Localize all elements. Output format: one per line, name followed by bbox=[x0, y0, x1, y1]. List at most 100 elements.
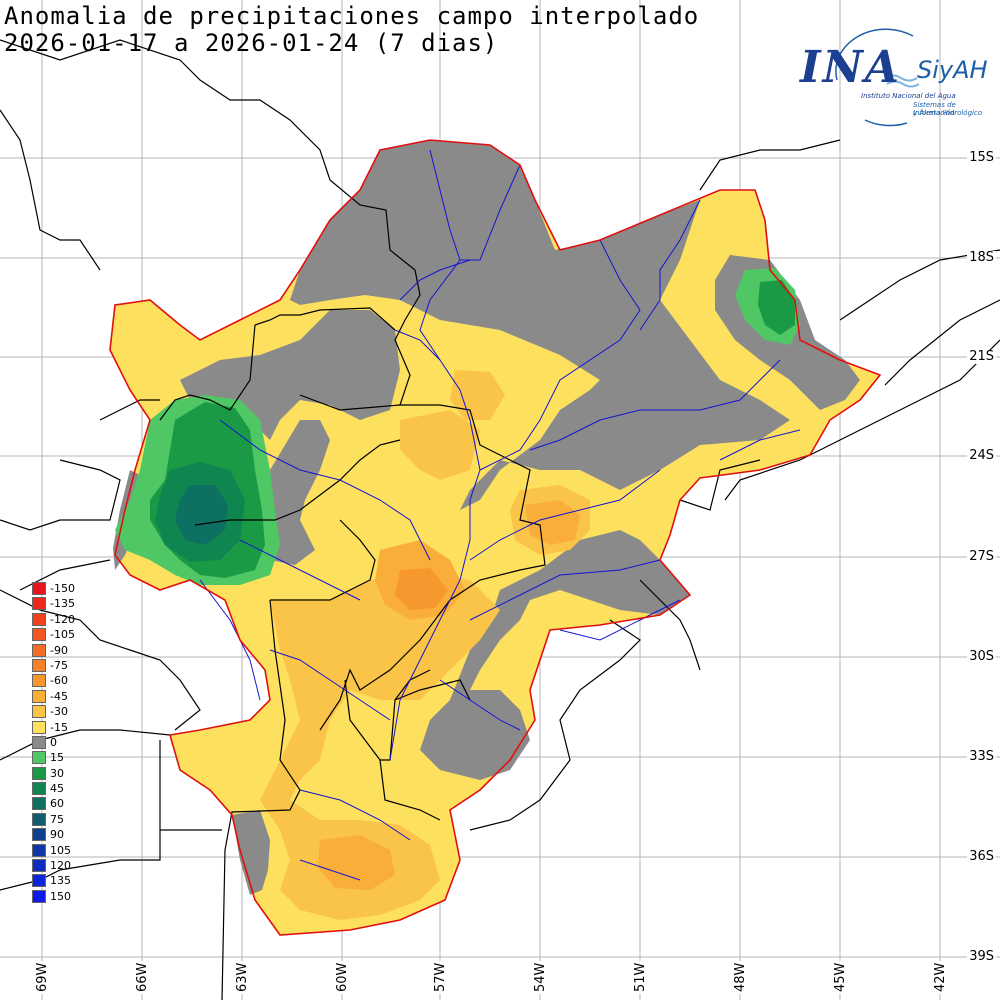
river-line bbox=[439, 679, 521, 731]
legend-swatch bbox=[32, 782, 46, 796]
legend-swatch bbox=[32, 720, 46, 734]
border-line bbox=[270, 519, 376, 601]
river-line bbox=[479, 239, 641, 471]
legend-label: 135 bbox=[50, 874, 71, 888]
legend-label: -45 bbox=[50, 689, 68, 703]
anomaly-zero-sw bbox=[232, 810, 270, 895]
legend-item: -120 bbox=[32, 612, 92, 627]
latitude-label: 39S bbox=[967, 949, 996, 964]
anomaly-30-ne bbox=[758, 280, 795, 335]
longitude-label: 42W bbox=[933, 960, 948, 994]
border-line bbox=[699, 139, 841, 191]
longitude-label: 66W bbox=[135, 960, 150, 994]
river-line bbox=[269, 649, 391, 721]
border-line bbox=[159, 324, 256, 421]
border-line bbox=[679, 459, 761, 511]
border-line bbox=[194, 439, 401, 526]
basin-outline bbox=[109, 139, 882, 936]
rivers bbox=[199, 149, 801, 881]
anomaly-m30-south bbox=[260, 570, 500, 920]
river-line bbox=[219, 419, 431, 561]
legend-item: 105 bbox=[32, 843, 92, 858]
legend-swatch bbox=[32, 859, 46, 873]
border-line bbox=[0, 729, 171, 761]
longitude-label: 69W bbox=[35, 960, 50, 994]
longitude-label: 48W bbox=[733, 960, 748, 994]
legend-swatch bbox=[32, 889, 46, 903]
river-line bbox=[529, 359, 781, 451]
legend-item: 30 bbox=[32, 766, 92, 781]
anomaly-m30-north bbox=[450, 370, 505, 420]
border-line bbox=[0, 39, 546, 731]
legend-label: 120 bbox=[50, 859, 71, 873]
legend-swatch bbox=[32, 751, 46, 765]
logo-arc-icon bbox=[835, 28, 920, 127]
river-line bbox=[469, 469, 661, 561]
river-line bbox=[389, 149, 481, 761]
legend-item: 150 bbox=[32, 889, 92, 904]
anomaly-60-west bbox=[175, 485, 228, 545]
river-line bbox=[559, 599, 681, 641]
anomaly-field bbox=[110, 140, 880, 935]
legend-item: -150 bbox=[32, 581, 92, 596]
legend-swatch bbox=[32, 843, 46, 857]
border-line bbox=[469, 619, 641, 831]
legend-item: -90 bbox=[32, 643, 92, 658]
longitude-label: 54W bbox=[533, 960, 548, 994]
latitude-label: 15S bbox=[967, 150, 996, 165]
logo-ina-text: INA bbox=[800, 42, 901, 93]
legend-item: 135 bbox=[32, 873, 92, 888]
legend-label: -15 bbox=[50, 720, 68, 734]
date-range: 2026-01-17 a 2026-01-24 (7 dias) bbox=[4, 29, 499, 57]
legend-label: -105 bbox=[50, 628, 75, 642]
legend-label: -120 bbox=[50, 612, 75, 626]
border-line bbox=[379, 759, 441, 821]
legend-swatch bbox=[32, 582, 46, 595]
latitude-label: 24S bbox=[967, 448, 996, 463]
legend-item: -15 bbox=[32, 720, 92, 735]
river-line bbox=[469, 559, 661, 621]
logo-subtitle: Sistemas de Información bbox=[913, 101, 956, 117]
anomaly-m60 bbox=[395, 568, 448, 610]
longitude-label: 63W bbox=[235, 960, 250, 994]
river-line bbox=[394, 329, 441, 361]
legend-label: 90 bbox=[50, 828, 64, 842]
anomaly-m45-c bbox=[525, 500, 580, 545]
river-line bbox=[399, 259, 471, 301]
legend-swatch bbox=[32, 612, 46, 626]
latitude-label: 21S bbox=[967, 349, 996, 364]
legend-label: 105 bbox=[50, 843, 71, 857]
border-line bbox=[254, 307, 396, 331]
border-line bbox=[299, 394, 401, 411]
longitude-label: 51W bbox=[633, 960, 648, 994]
legend-item: -45 bbox=[32, 689, 92, 704]
legend-label: -90 bbox=[50, 643, 68, 657]
legend-item: 45 bbox=[32, 781, 92, 796]
legend-label: 0 bbox=[50, 735, 57, 749]
river-line bbox=[299, 789, 411, 841]
legend-label: 150 bbox=[50, 889, 71, 903]
legend-item: 15 bbox=[32, 750, 92, 765]
map-title: Anomalia de precipitaciones campo interp… bbox=[4, 2, 700, 30]
legend-item: -135 bbox=[32, 596, 92, 611]
legend-item: -60 bbox=[32, 673, 92, 688]
legend-item: 60 bbox=[32, 796, 92, 811]
legend-item: -105 bbox=[32, 627, 92, 642]
border-line bbox=[394, 679, 471, 701]
river-line bbox=[239, 539, 361, 601]
anomaly-zero-east bbox=[420, 530, 690, 780]
logo-subtitle: Instituto Nacional del Agua bbox=[861, 92, 956, 100]
river-line bbox=[639, 199, 701, 331]
legend-label: -75 bbox=[50, 658, 68, 672]
legend-swatch bbox=[32, 812, 46, 826]
latitude-label: 30S bbox=[967, 649, 996, 664]
latitude-label: 18S bbox=[967, 250, 996, 265]
legend-swatch bbox=[32, 766, 46, 780]
legend-item: -30 bbox=[32, 704, 92, 719]
legend-swatch bbox=[32, 705, 46, 719]
latitude-label: 33S bbox=[967, 749, 996, 764]
anomaly-zero-north bbox=[290, 140, 790, 510]
logo-siyah-text: SiyAH bbox=[917, 56, 988, 84]
